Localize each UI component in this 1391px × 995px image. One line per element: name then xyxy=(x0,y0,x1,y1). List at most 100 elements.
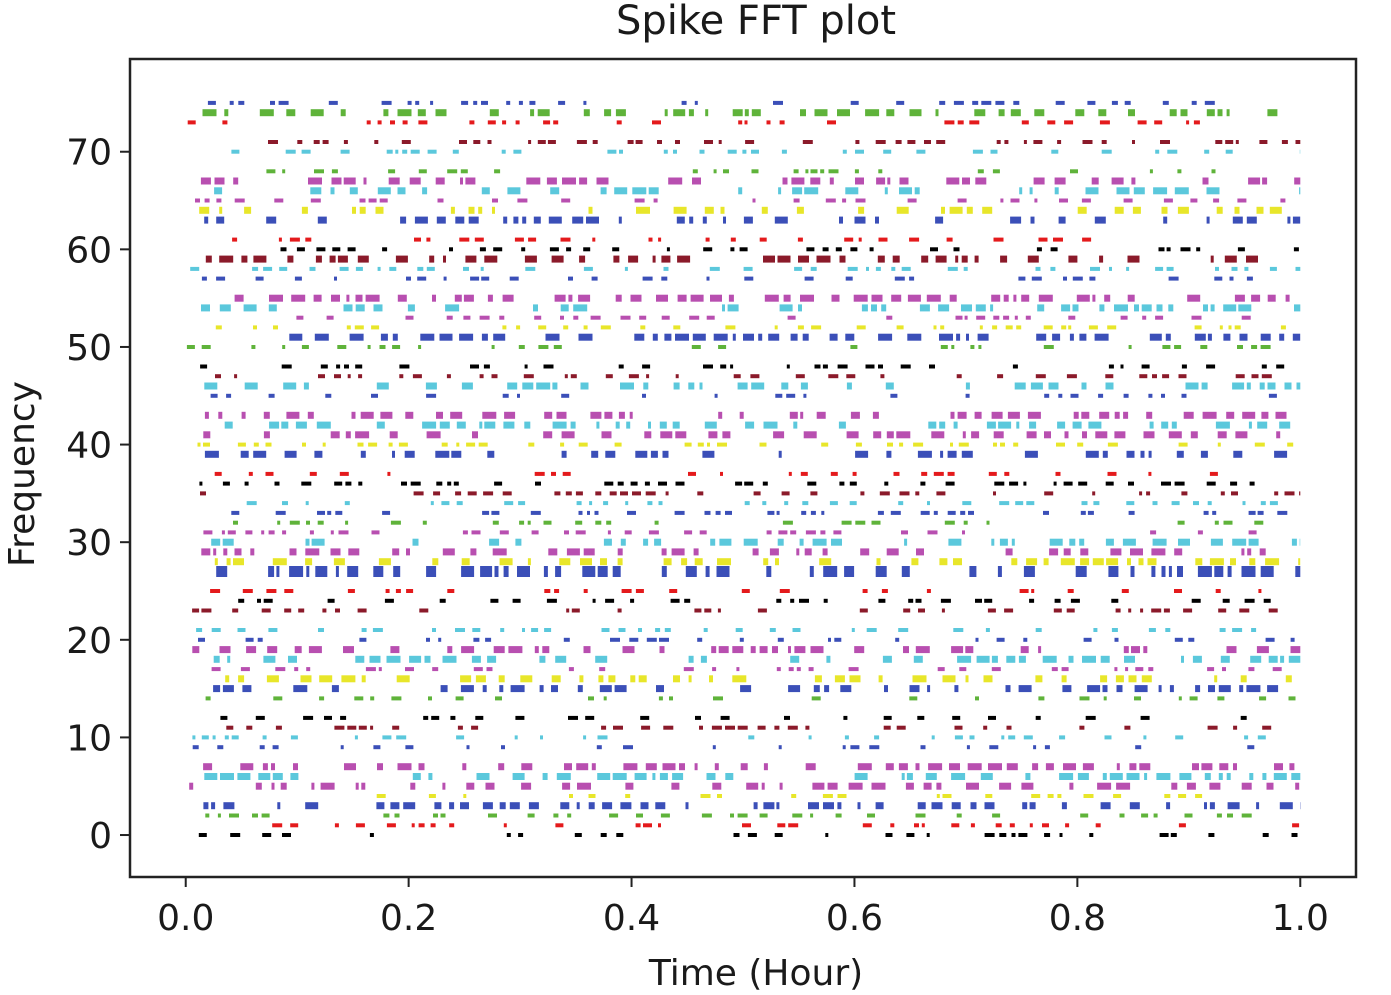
spike-mark xyxy=(1022,802,1028,810)
spike-mark xyxy=(461,566,475,577)
event-row xyxy=(272,823,1300,828)
spike-mark xyxy=(1127,294,1135,302)
spike-mark xyxy=(219,304,231,312)
spike-mark xyxy=(636,813,643,818)
spike-mark xyxy=(613,725,623,730)
spike-mark xyxy=(355,823,365,828)
spike-mark xyxy=(951,646,964,654)
spike-mark xyxy=(564,374,568,379)
spike-mark xyxy=(803,431,817,439)
spike-mark xyxy=(739,247,748,252)
spike-mark xyxy=(833,530,842,535)
spike-mark xyxy=(489,538,500,546)
spike-mark xyxy=(301,206,308,214)
spike-mark xyxy=(1105,538,1114,546)
spike-mark xyxy=(1244,266,1249,271)
spike-mark xyxy=(743,216,753,224)
spike-mark xyxy=(204,411,209,419)
spike-mark xyxy=(1026,558,1038,566)
spike-mark xyxy=(655,628,661,632)
spike-mark xyxy=(779,589,790,593)
spike-mark xyxy=(201,735,209,740)
spike-mark xyxy=(377,187,391,195)
spike-mark xyxy=(616,120,622,125)
spike-mark xyxy=(1299,491,1301,496)
spike-mark xyxy=(388,169,396,174)
spike-mark xyxy=(512,773,525,780)
spike-mark xyxy=(1018,276,1026,281)
spike-mark xyxy=(577,685,583,693)
spike-mark xyxy=(308,177,322,185)
spike-mark xyxy=(630,675,636,683)
spike-mark xyxy=(543,364,554,369)
spike-mark xyxy=(539,655,546,663)
spike-mark xyxy=(485,637,492,642)
spike-mark xyxy=(1225,140,1234,144)
spike-mark xyxy=(1148,450,1152,458)
spike-mark xyxy=(915,598,922,603)
spike-mark xyxy=(202,109,217,117)
spike-mark xyxy=(315,255,322,263)
chart-title: Spike FFT plot xyxy=(616,0,896,44)
spike-mark xyxy=(1104,735,1112,740)
spike-mark xyxy=(273,696,283,701)
spike-mark xyxy=(899,187,912,195)
spike-mark xyxy=(648,237,653,242)
spike-mark xyxy=(442,548,455,556)
spike-mark xyxy=(946,237,953,242)
spike-mark xyxy=(1069,538,1076,546)
spike-mark xyxy=(844,566,855,577)
spike-mark xyxy=(666,247,670,252)
spike-mark xyxy=(891,266,896,271)
spike-mark xyxy=(1235,374,1245,379)
spike-mark xyxy=(993,315,1000,320)
spike-mark xyxy=(1180,109,1188,117)
spike-mark xyxy=(808,667,814,672)
spike-mark xyxy=(201,304,210,312)
spike-mark xyxy=(346,325,351,330)
spike-mark xyxy=(1168,304,1174,312)
spike-mark xyxy=(909,685,920,693)
spike-mark xyxy=(1126,266,1130,271)
spike-mark xyxy=(748,735,755,740)
event-row xyxy=(192,735,1266,740)
spike-mark xyxy=(711,646,717,654)
spike-mark xyxy=(306,667,311,672)
spike-mark xyxy=(730,247,735,252)
spike-mark xyxy=(919,304,930,312)
spike-mark xyxy=(735,481,743,486)
spike-mark xyxy=(1151,548,1166,556)
spike-mark xyxy=(965,393,970,398)
spike-mark xyxy=(268,628,278,632)
spike-mark xyxy=(243,304,257,312)
spike-mark xyxy=(1152,374,1157,379)
spike-mark xyxy=(491,374,498,379)
spike-mark xyxy=(487,120,496,125)
spike-mark xyxy=(590,411,602,419)
spike-mark xyxy=(397,294,407,302)
y-axis-label: Frequency xyxy=(2,381,43,567)
spike-mark xyxy=(931,431,945,439)
spike-mark xyxy=(1299,187,1301,195)
spike-mark xyxy=(224,109,229,117)
spike-mark xyxy=(1166,266,1174,271)
spike-mark xyxy=(1079,333,1087,341)
spike-mark xyxy=(942,794,952,798)
spike-mark xyxy=(1226,646,1237,654)
spike-mark xyxy=(1120,364,1124,369)
spike-mark xyxy=(601,725,607,730)
spike-mark xyxy=(799,538,804,546)
spike-mark xyxy=(1273,773,1287,780)
spike-mark xyxy=(199,206,210,214)
spike-mark xyxy=(1055,471,1061,476)
spike-mark xyxy=(440,813,446,818)
spike-mark xyxy=(1216,206,1223,214)
spike-mark xyxy=(331,294,340,302)
spike-mark xyxy=(1203,304,1208,312)
spike-mark xyxy=(344,501,350,506)
spike-mark xyxy=(241,255,248,263)
spike-mark xyxy=(909,237,920,242)
spike-mark xyxy=(261,608,271,613)
spike-mark xyxy=(875,140,886,144)
spike-mark xyxy=(846,382,852,390)
